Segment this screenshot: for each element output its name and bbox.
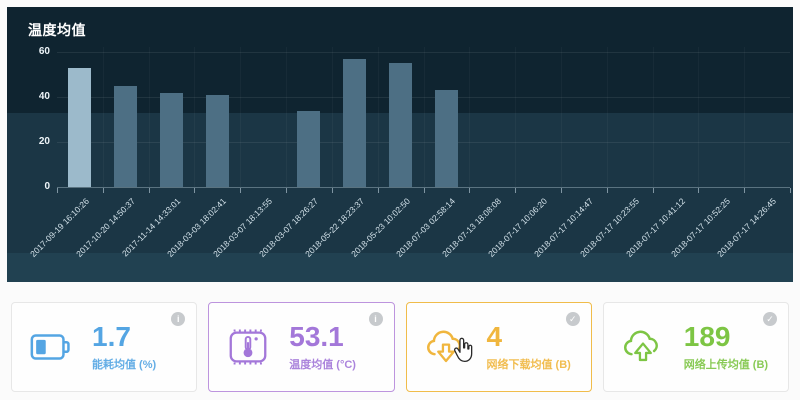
y-gridline <box>57 142 790 143</box>
x-axis-tick <box>698 188 700 193</box>
x-axis-tick <box>606 188 608 193</box>
x-axis-tick <box>790 188 791 193</box>
hand-pointer-cursor <box>453 337 473 363</box>
x-axis-tick <box>377 188 379 193</box>
x-gridline <box>378 47 379 187</box>
card-network-download-average[interactable]: ✓ 4 网络下载均值 (B) <box>405 302 592 392</box>
x-gridline <box>515 47 516 187</box>
chart-bar[interactable] <box>389 63 413 187</box>
x-axis-tick <box>652 188 654 193</box>
x-gridline <box>698 47 699 187</box>
metric-cards-row: i 1.7 能耗均值 (%) i 5 <box>0 302 800 392</box>
y-axis-tick-label: 60 <box>38 46 50 57</box>
card-temperature-average[interactable]: i 53.1 温度均值 (°C) <box>208 302 395 392</box>
battery-icon <box>28 324 74 370</box>
chart-bar[interactable] <box>160 92 184 187</box>
x-gridline <box>194 47 195 187</box>
y-gridline <box>57 97 790 98</box>
x-gridline <box>744 47 745 187</box>
temperature-chart-panel: 温度均值 0 20 40 60 2017-09-19 16:10:26 2017-10-2… <box>7 7 793 282</box>
y-gridline <box>57 52 790 53</box>
x-axis-tick <box>423 188 425 193</box>
chart-bar[interactable] <box>205 94 229 187</box>
card-label: 温度均值 (°C) <box>289 358 356 371</box>
cloud-upload-icon <box>620 324 666 370</box>
chart-bar[interactable] <box>114 85 138 187</box>
y-axis-tick-label: 40 <box>38 91 50 102</box>
chart-bar[interactable] <box>434 90 458 187</box>
x-axis-tick <box>148 188 150 193</box>
card-label: 网络下载均值 (B) <box>486 358 571 371</box>
x-gridline <box>469 47 470 187</box>
chart-bar[interactable] <box>68 67 92 187</box>
bar-chart-plot-area: 0 20 40 60 2017-09-19 16:10:26 2017-10-20 14:… <box>7 7 793 282</box>
x-gridline <box>286 47 287 187</box>
card-value: 1.7 <box>92 321 131 353</box>
card-energy-average[interactable]: i 1.7 能耗均值 (%) <box>11 302 198 392</box>
chart-bar[interactable] <box>343 58 367 187</box>
chart-title: 温度均值 <box>28 22 86 38</box>
x-axis-tick <box>240 188 242 193</box>
x-axis-tick <box>57 188 58 193</box>
x-axis-tick <box>102 188 104 193</box>
check-icon[interactable]: ✓ <box>763 312 777 326</box>
x-axis-tick <box>560 188 562 193</box>
x-axis-tick <box>331 188 333 193</box>
cloud-download-icon <box>423 324 469 370</box>
card-label: 网络上传均值 (B) <box>683 358 769 371</box>
x-gridline <box>607 47 608 187</box>
x-axis-tick <box>744 188 746 193</box>
x-gridline <box>424 47 425 187</box>
x-gridline <box>103 47 104 187</box>
x-gridline <box>561 47 562 187</box>
y-axis-tick-label: 0 <box>44 181 50 192</box>
x-axis-line <box>57 187 790 188</box>
card-value: 4 <box>486 321 503 353</box>
x-axis-tick <box>515 188 517 193</box>
card-value: 189 <box>683 321 731 353</box>
card-network-upload-average[interactable]: ✓ 189 网络上传均值 (B) <box>602 302 789 392</box>
x-gridline <box>149 47 150 187</box>
card-value: 53.1 <box>289 321 344 353</box>
info-icon[interactable]: i <box>171 312 186 326</box>
card-label: 能耗均值 (%) <box>92 358 157 371</box>
x-axis-tick <box>469 188 471 193</box>
y-axis-tick-label: 20 <box>38 136 50 147</box>
chart-bar[interactable] <box>297 110 321 187</box>
info-icon[interactable]: i <box>368 312 383 326</box>
check-icon[interactable]: ✓ <box>565 312 580 326</box>
x-gridline <box>332 47 333 187</box>
thermometer-stamp-icon <box>225 324 271 370</box>
x-axis-tick <box>194 188 196 193</box>
x-gridline <box>653 47 654 187</box>
x-axis-tick <box>286 188 288 193</box>
x-gridline <box>240 47 241 187</box>
